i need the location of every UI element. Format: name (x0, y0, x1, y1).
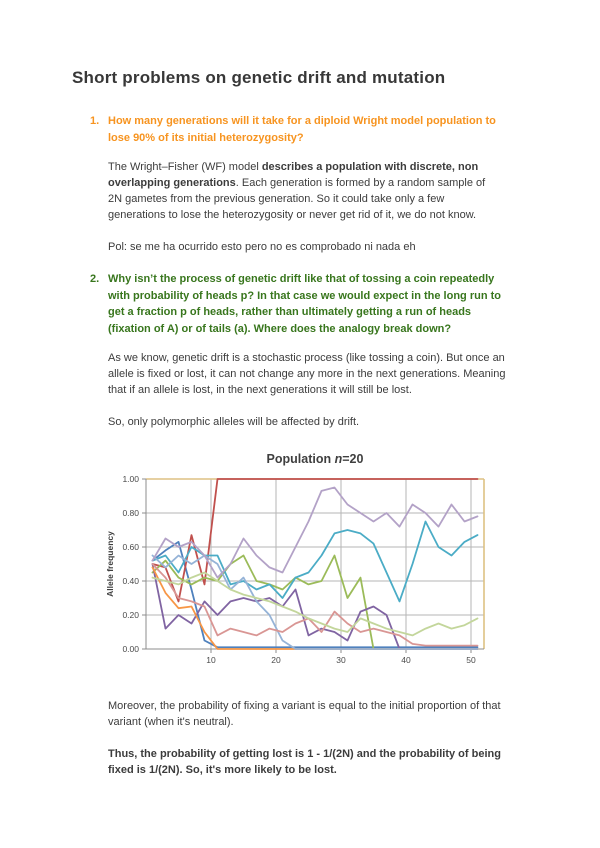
series-replicate-2 (151, 478, 479, 603)
answer-1-text-lead: The Wright–Fisher (WF) model (108, 161, 262, 173)
chart-series (151, 478, 479, 650)
svg-text:20: 20 (271, 655, 281, 665)
svg-text:10: 10 (206, 655, 216, 665)
question-2-number: 2. (90, 273, 100, 285)
y-axis-title: Allele frequency (105, 531, 115, 597)
series-replicate-10 (151, 486, 479, 579)
answer-1-text-tail: . Each generation is formed by a random … (108, 177, 486, 221)
answer-2-paragraph-4: Thus, the probability of getting lost is… (108, 748, 501, 776)
answer-1-note: Pol: se me ha ocurrido esto pero no es c… (108, 241, 416, 253)
svg-text:1.00: 1.00 (122, 474, 139, 484)
answer-2-paragraph-1: As we know, genetic drift is a stochasti… (108, 352, 506, 396)
series-replicate-4 (151, 563, 479, 650)
answer-2-paragraph-3: Moreover, the probability of fixing a va… (108, 700, 501, 728)
svg-text:40: 40 (401, 655, 411, 665)
question-2-text: Why isn’t the process of genetic drift l… (108, 273, 501, 335)
svg-text:0.60: 0.60 (122, 542, 139, 552)
svg-text:0.80: 0.80 (122, 508, 139, 518)
svg-text:0.40: 0.40 (122, 576, 139, 586)
question-2: 2. Why isn’t the process of genetic drif… (90, 271, 550, 337)
axis-tick-labels: 0.00 0.20 0.40 0.60 0.80 1.00 10 20 30 40 50 (122, 474, 476, 665)
document-title: Short problems on genetic drift and muta… (72, 68, 446, 87)
series-replicate-1 (151, 541, 479, 649)
answer-1-paragraph: The Wright–Fisher (WF) model describes a… (108, 159, 550, 223)
svg-text:0.00: 0.00 (122, 644, 139, 654)
svg-text:30: 30 (336, 655, 346, 665)
allele-frequency-chart-svg: 0.00 0.20 0.40 0.60 0.80 1.00 10 20 30 40 50 Popula… (105, 452, 485, 665)
svg-text:50: 50 (466, 655, 476, 665)
allele-frequency-chart: 0.00 0.20 0.40 0.60 0.80 1.00 10 20 30 40 50 Popula… (102, 446, 496, 684)
svg-text:0.20: 0.20 (122, 610, 139, 620)
series-replicate-9 (151, 571, 479, 637)
question-1: 1. How many generations will it take for… (90, 113, 550, 146)
question-1-number: 1. (90, 115, 100, 127)
answer-1-text-bold: describes a population with discrete, no… (108, 161, 479, 189)
answer-2-paragraph-2: So, only polymorphic alleles will be aff… (108, 416, 360, 428)
series-replicate-7 (151, 554, 479, 650)
question-1-text: How many generations will it take for a … (108, 115, 496, 144)
series-replicate-5 (151, 520, 479, 603)
chart-title: Population n=20 (267, 452, 364, 466)
series-replicate-8 (151, 563, 479, 647)
